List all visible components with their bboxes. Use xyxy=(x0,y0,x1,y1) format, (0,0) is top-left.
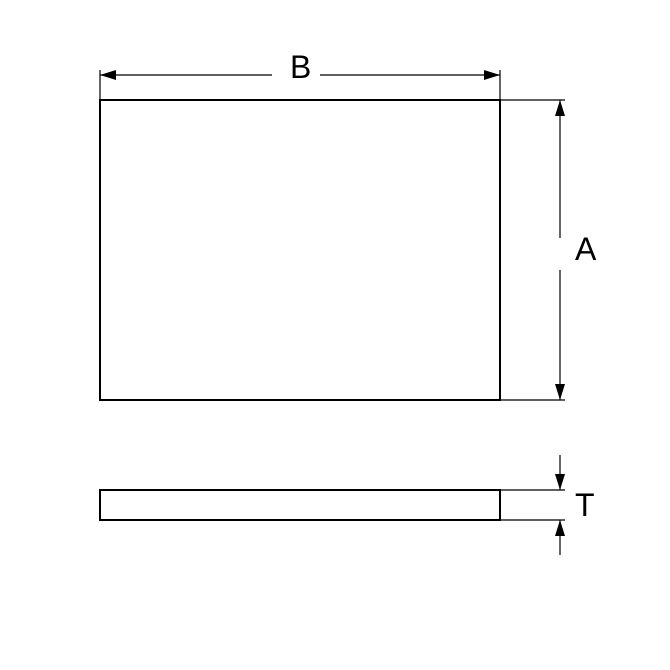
side-view xyxy=(100,490,500,520)
dimension-t-label: T xyxy=(575,487,595,523)
dimension-b-label: B xyxy=(290,49,311,85)
dimension-b: B xyxy=(100,49,500,100)
dimension-a: A xyxy=(500,100,597,400)
dimension-diagram: B A T xyxy=(0,0,670,670)
dimension-t: T xyxy=(500,455,595,555)
top-view xyxy=(100,100,500,400)
dimension-a-label: A xyxy=(575,231,597,267)
